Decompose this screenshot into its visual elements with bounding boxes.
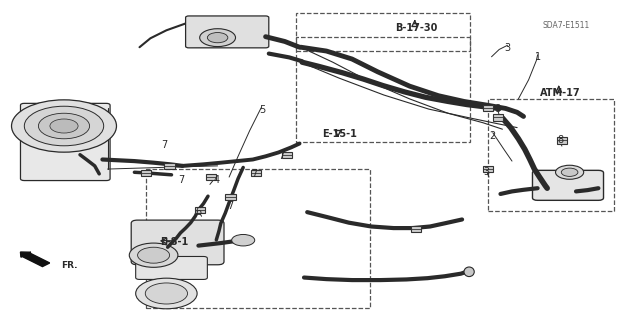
Bar [488, 99, 614, 211]
Bar [225, 194, 236, 200]
Text: 4: 4 [213, 174, 220, 185]
Bar [195, 207, 205, 213]
FancyBboxPatch shape [131, 220, 224, 265]
Text: 3: 3 [504, 43, 511, 53]
Text: 8: 8 [557, 135, 563, 145]
FancyBboxPatch shape [532, 170, 604, 200]
Circle shape [556, 165, 584, 179]
Bar [483, 166, 493, 172]
FancyBboxPatch shape [20, 103, 110, 181]
Text: 1: 1 [534, 52, 541, 63]
Text: 7: 7 [278, 151, 285, 161]
Bar [282, 152, 292, 158]
Circle shape [50, 119, 78, 133]
Text: 7: 7 [178, 174, 184, 185]
Text: E-15-1: E-15-1 [322, 129, 356, 139]
Bar [557, 137, 567, 144]
Text: 7: 7 [161, 139, 168, 150]
Circle shape [207, 33, 228, 43]
Bar [493, 114, 503, 121]
Text: B-17-30: B-17-30 [395, 23, 437, 33]
Text: 2: 2 [490, 130, 496, 141]
Text: 6: 6 [195, 207, 202, 217]
Circle shape [138, 247, 170, 263]
Circle shape [12, 100, 116, 152]
Text: 5: 5 [259, 105, 266, 115]
Ellipse shape [464, 267, 474, 277]
Bar [146, 169, 370, 308]
Text: ATM-17: ATM-17 [540, 87, 580, 98]
FancyArrow shape [20, 252, 50, 267]
Text: 8: 8 [495, 104, 501, 115]
Text: SDA7-E1511: SDA7-E1511 [543, 21, 590, 30]
Circle shape [38, 113, 90, 139]
Bar [164, 163, 175, 169]
Circle shape [129, 243, 178, 267]
Text: 7: 7 [227, 201, 234, 211]
Bar [296, 37, 470, 142]
Bar [296, 13, 470, 51]
Circle shape [200, 29, 236, 47]
Text: E-8-1: E-8-1 [160, 237, 188, 248]
Circle shape [232, 234, 255, 246]
Circle shape [561, 168, 578, 176]
Circle shape [136, 278, 197, 309]
Text: FR.: FR. [61, 261, 77, 270]
Bar [251, 170, 261, 176]
Text: 3: 3 [483, 167, 490, 177]
Circle shape [145, 283, 188, 304]
Text: 7: 7 [252, 169, 258, 179]
Bar [141, 170, 151, 176]
FancyBboxPatch shape [186, 16, 269, 48]
Bar [411, 226, 421, 232]
Bar [206, 174, 216, 180]
FancyBboxPatch shape [136, 256, 207, 279]
Circle shape [24, 106, 104, 146]
Bar [483, 105, 493, 111]
